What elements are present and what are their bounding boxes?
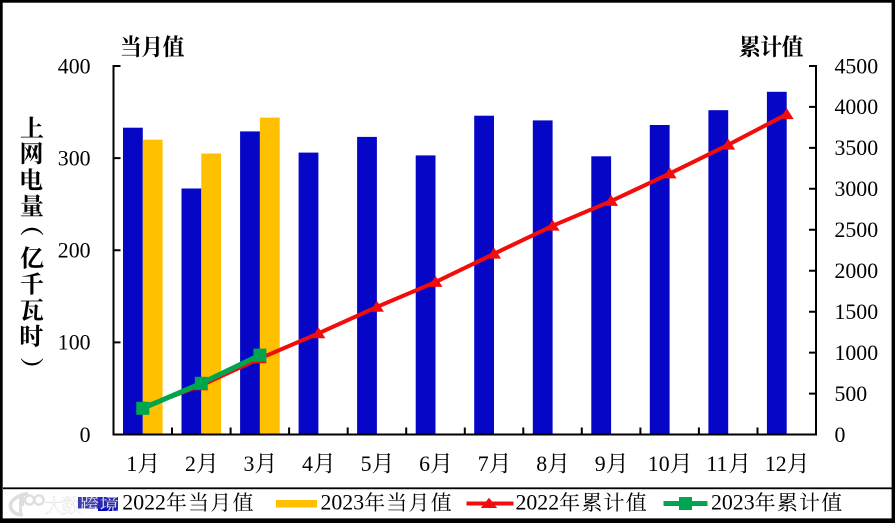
svg-text:11: 11: [706, 452, 727, 476]
svg-text:2023: 2023: [711, 490, 755, 514]
svg-text:4: 4: [302, 452, 313, 476]
svg-text:10: 10: [648, 452, 670, 476]
svg-text:3500: 3500: [835, 136, 879, 160]
svg-text:2500: 2500: [835, 218, 879, 242]
svg-text:400: 400: [58, 54, 91, 78]
svg-text:2022: 2022: [516, 490, 560, 514]
svg-text:0: 0: [835, 423, 846, 447]
svg-text:500: 500: [835, 382, 868, 406]
svg-text:9: 9: [595, 452, 606, 476]
svg-text:8: 8: [536, 452, 547, 476]
svg-text:1500: 1500: [835, 300, 879, 324]
svg-text:2000: 2000: [835, 259, 879, 283]
svg-text:2: 2: [185, 452, 196, 476]
svg-text:7: 7: [478, 452, 489, 476]
svg-text:5: 5: [361, 452, 372, 476]
svg-text:300: 300: [58, 146, 91, 170]
svg-text:1: 1: [126, 452, 137, 476]
svg-text:3000: 3000: [835, 177, 879, 201]
svg-text:2022: 2022: [122, 490, 166, 514]
svg-text:100: 100: [58, 331, 91, 355]
svg-text:3: 3: [244, 452, 255, 476]
svg-text:6: 6: [419, 452, 430, 476]
svg-text:1000: 1000: [835, 341, 879, 365]
svg-text:4500: 4500: [835, 54, 879, 78]
svg-text:12: 12: [765, 452, 787, 476]
svg-text:2023: 2023: [321, 490, 365, 514]
svg-text:200: 200: [58, 239, 91, 263]
svg-text:0: 0: [80, 423, 91, 447]
svg-text:4000: 4000: [835, 95, 879, 119]
